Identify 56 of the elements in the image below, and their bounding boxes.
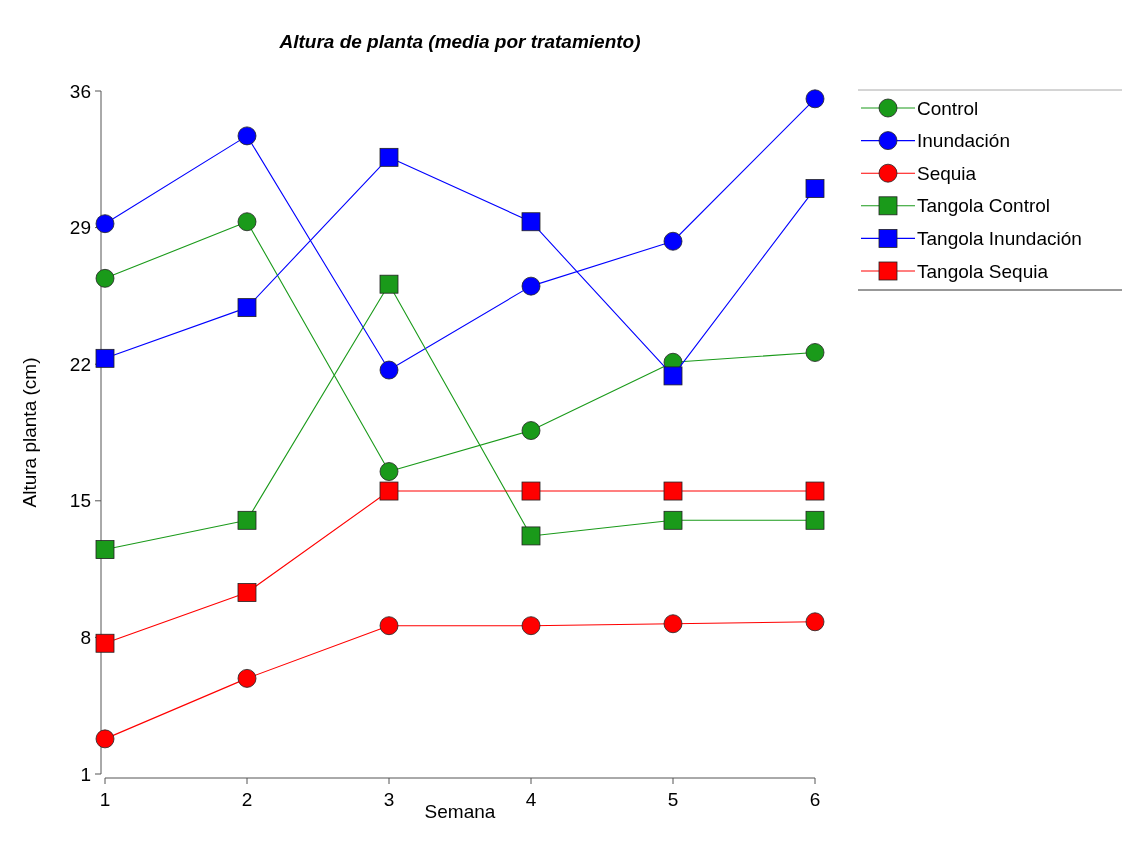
point [663,614,683,634]
point [379,147,399,167]
y-tick-label: 22 [69,353,91,375]
point [237,583,257,602]
point [521,421,541,440]
point [805,612,825,632]
legend-label: Control [917,97,979,119]
point [805,89,825,109]
point [95,214,115,234]
point [521,526,541,546]
point [663,366,683,386]
point [805,481,825,501]
point [95,540,115,559]
point [663,481,683,501]
point [379,462,399,481]
point [379,481,399,501]
point [521,481,541,501]
point [237,126,257,146]
point [379,616,399,636]
x-tick-label: 4 [525,789,537,810]
x-tick-label: 3 [383,789,395,810]
legend-label: Tangola Inundación [917,228,1082,250]
point [237,298,257,318]
point [237,212,257,232]
y-tick-label: 1 [80,763,91,785]
y-tick-label: 15 [69,490,91,512]
point [95,729,115,749]
point [805,179,825,198]
x-tick-label: 5 [667,789,679,810]
legend-label: Tangola Sequia [917,260,1049,282]
x-tick-label: 6 [809,789,821,810]
legend-label: Tangola Control [917,195,1051,217]
point [237,668,257,688]
point [663,231,683,251]
point [805,343,825,362]
point [95,633,115,653]
x-tick-label: 1 [99,789,111,810]
point [95,348,115,368]
x-axis-title: Semana [424,801,496,822]
point [521,616,541,636]
y-tick-label: 36 [69,80,91,102]
y-axis-title: Altura planta (cm) [19,357,40,508]
legend-label: Sequia [917,162,977,184]
point [95,268,115,288]
x-tick-label: 2 [241,789,253,810]
point [237,510,257,530]
point [379,274,399,294]
point [521,212,541,232]
legend-label: Inundación [917,130,1010,152]
point [521,276,541,296]
y-tick-label: 8 [80,627,91,649]
chart-title: Altura de planta (media por tratamiento) [278,31,641,52]
y-tick-label: 29 [69,217,91,239]
point [805,510,825,530]
point [663,510,683,530]
point [379,360,399,380]
